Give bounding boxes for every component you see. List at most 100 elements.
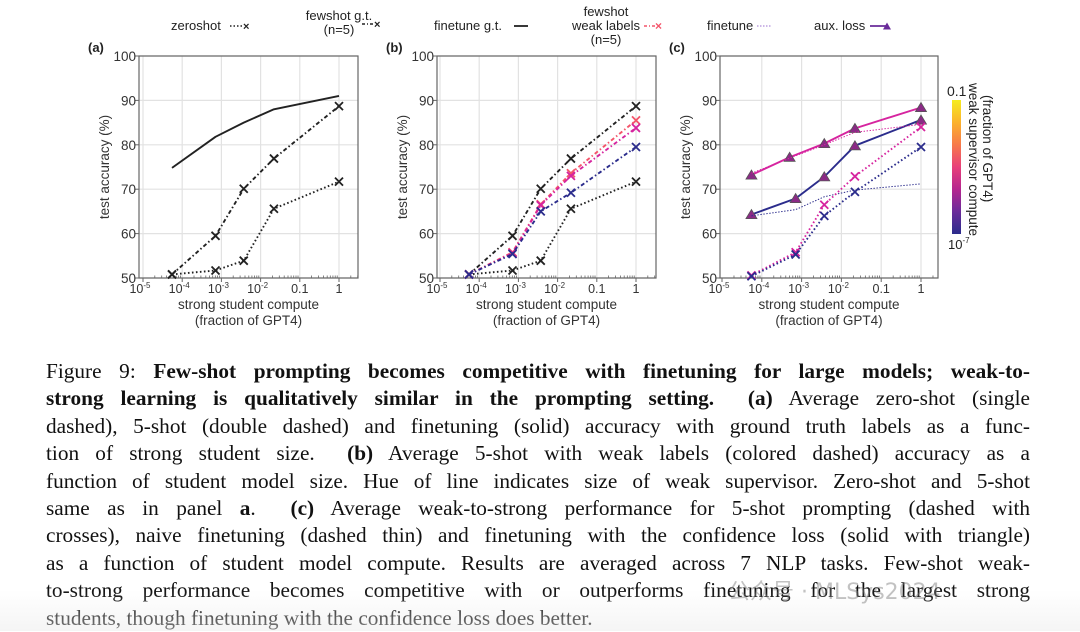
colorbar-label-1: weak supervisor compute: [966, 82, 981, 236]
x-axis-label: strong student compute: [178, 297, 319, 312]
chart-panel-c: (c) 50 60 70 80 90 100 10-5 10-4 10-3 10-2 0.1 1 stro…: [669, 40, 939, 328]
x-tick-label: 10-3: [788, 281, 810, 296]
caption-text: tion of strong student size.: [46, 441, 315, 466]
colorbar-gradient: [952, 100, 961, 234]
data-point-x-marker: [239, 256, 249, 266]
caption-text: .: [250, 496, 256, 521]
data-point-triangle-marker: [745, 208, 758, 220]
data-point-triangle-marker: [914, 114, 928, 125]
y-tick-label: 100: [411, 49, 434, 64]
data-point-x-marker: [269, 153, 279, 164]
caption-line: tion of strong student size. (b) Average…: [46, 440, 1030, 467]
x-tick-label: 1: [918, 282, 925, 296]
data-point-x-marker: [536, 206, 546, 217]
series-fewshot-g-t-n-5-: [167, 101, 344, 280]
caption-line: dashed), 5-shot (double dashed) and fine…: [46, 413, 1030, 438]
data-point-triangle-marker: [789, 192, 802, 204]
series-fewshot-weak-labels-smallest-supervisor-: [464, 142, 641, 280]
caption-line: same as in panel a. (c) Average weak-to-…: [46, 495, 1030, 522]
colorbar: 0.1 10-7 weak supervisor compute (fracti…: [947, 82, 995, 252]
data-point-triangle-marker: [745, 169, 758, 180]
colorbar-label-2: (fraction of GPT4): [980, 95, 995, 202]
caption-bold-title: Few-shot prompting becomes competitive w…: [153, 359, 1030, 383]
caption-panel-c-ref: (c): [290, 496, 315, 521]
data-point-x-marker: [746, 271, 757, 281]
data-point-x-marker: [566, 168, 576, 178]
data-point-x-marker: [631, 123, 641, 133]
data-point-x-marker: [850, 187, 860, 197]
data-point-x-marker: [507, 265, 518, 276]
data-point-x-marker: [210, 265, 221, 276]
legend-fewshot-weak-label-3: (n=5): [591, 32, 622, 47]
x-axis-label: strong student compute: [476, 297, 617, 312]
data-point-x-marker: [334, 101, 344, 111]
legend-fewshot-gt-swatch: ×: [362, 19, 380, 31]
x-tick-label: 1: [633, 282, 640, 296]
data-point-x-marker: [819, 211, 829, 221]
series-zeroshot: [167, 177, 344, 280]
x-tick-label: 10-4: [748, 281, 770, 296]
y-tick-label: 80: [702, 138, 717, 153]
svg-text:×: ×: [374, 19, 380, 31]
legend-zeroshot-swatch: ×: [230, 21, 249, 33]
series-fewshot-weak-labels-navy-supervisor-: [746, 142, 926, 281]
legend-fewshot-gt-label-2: (n=5): [324, 22, 355, 37]
data-point-x-marker: [239, 184, 249, 194]
data-point-x-marker: [631, 142, 641, 152]
caption-line: Figure 9: Few-shot prompting becomes com…: [46, 358, 1030, 385]
y-tick-label: 90: [121, 93, 136, 108]
series-line: [751, 126, 922, 277]
data-point-x-marker: [790, 249, 801, 260]
data-point-triangle-marker: [914, 101, 928, 113]
legend-zeroshot-label: zeroshot: [171, 18, 221, 33]
y-tick-label: 60: [419, 227, 434, 242]
y-tick-label: 90: [702, 93, 717, 108]
x-tick-label: 10-3: [505, 281, 527, 296]
data-point-x-marker: [210, 231, 221, 241]
x-axis-label-2: (fraction of GPT4): [195, 313, 302, 328]
series-fewshot-weak-labels-mid-supervisor-: [464, 123, 641, 280]
y-tick-label: 80: [419, 138, 434, 153]
data-point-triangle-marker: [818, 171, 831, 182]
x-tick-label: 10-3: [208, 281, 230, 296]
data-point-x-marker: [819, 200, 829, 210]
legend-aux-loss-label: aux. loss: [814, 18, 866, 33]
y-tick-label: 70: [702, 182, 717, 197]
plot-frame: [436, 55, 657, 279]
y-tick-label: 100: [694, 49, 717, 64]
data-point-x-marker: [850, 171, 860, 181]
caption-text: Average 5-shot with weak labels (colored…: [388, 441, 1030, 466]
data-point-x-marker: [536, 256, 546, 266]
data-point-x-marker: [566, 171, 576, 181]
y-axis-label: test accuracy (%): [97, 115, 112, 219]
figure-caption: Figure 9: Few-shot prompting becomes com…: [46, 358, 1030, 632]
colorbar-bottom-tick: 10-7: [948, 236, 970, 252]
y-tick-label: 50: [121, 271, 136, 286]
data-point-x-marker: [790, 247, 801, 257]
x-tick-label: 0.1: [291, 282, 308, 296]
data-point-x-marker: [269, 204, 279, 214]
panel-label: (c): [669, 40, 685, 55]
data-point-x-marker: [631, 101, 641, 111]
x-tick-label: 10-5: [426, 281, 448, 296]
y-tick-label: 60: [702, 227, 717, 242]
colorbar-top-tick: 0.1: [947, 83, 967, 99]
y-tick-label: 70: [419, 182, 434, 197]
caption-line: to-strong performance becomes competitiv…: [46, 578, 1030, 603]
data-point-x-marker: [631, 115, 641, 126]
data-point-x-marker: [464, 269, 474, 280]
caption-bold-title-cont: strong learning is qualitatively similar…: [46, 386, 715, 411]
data-point-x-marker: [916, 142, 926, 152]
series-line: [468, 105, 637, 276]
series-line: [751, 123, 922, 174]
data-point-x-marker: [507, 231, 518, 241]
data-point-triangle-marker: [848, 139, 862, 151]
caption-figure-label: Figure 9:: [46, 359, 136, 383]
series-line: [171, 105, 340, 276]
series-line: [751, 146, 922, 278]
chart-panel-a: (a) 50 60 70 80 90 100 10-5 10-4 10-3 10-2 0.1 1 stro…: [88, 40, 359, 328]
legend-fewshot-weak-label-1: fewshot: [584, 4, 629, 19]
series-line: [468, 146, 637, 276]
series-fewshot-weak-labels-largest-supervisor-: [464, 115, 641, 280]
y-axis-label: test accuracy (%): [678, 115, 693, 219]
